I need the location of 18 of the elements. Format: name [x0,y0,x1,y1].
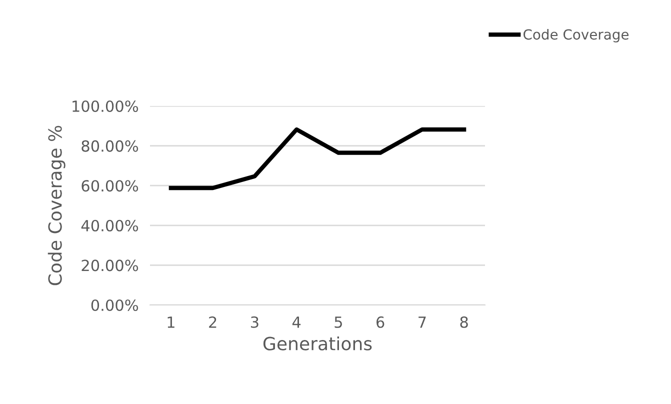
y-tick-label: 20.00% [82,260,138,272]
legend-label: Code Coverage [524,28,629,42]
line-series [168,127,466,190]
y-tick-label: 0.00% [91,299,138,312]
x-tick-label: 7 [418,316,426,328]
x-tick-label: 6 [376,316,384,328]
x-tick-label: 1 [168,316,174,328]
y-tick-label: 100.00% [72,100,138,112]
x-tick-label: 3 [250,316,258,328]
x-tick-label: 4 [292,316,301,328]
x-tick-label: 5 [334,316,342,328]
y-tick-label: 80.00% [82,140,138,152]
x-tick-label: 2 [209,316,216,328]
x-axis-title: Generations [263,336,372,350]
y-tick-label: 60.00% [82,180,138,192]
y-tick-label: 40.00% [81,220,138,232]
y-axis-title: Code Coverage % [48,126,66,286]
x-tick-label: 8 [460,316,468,328]
